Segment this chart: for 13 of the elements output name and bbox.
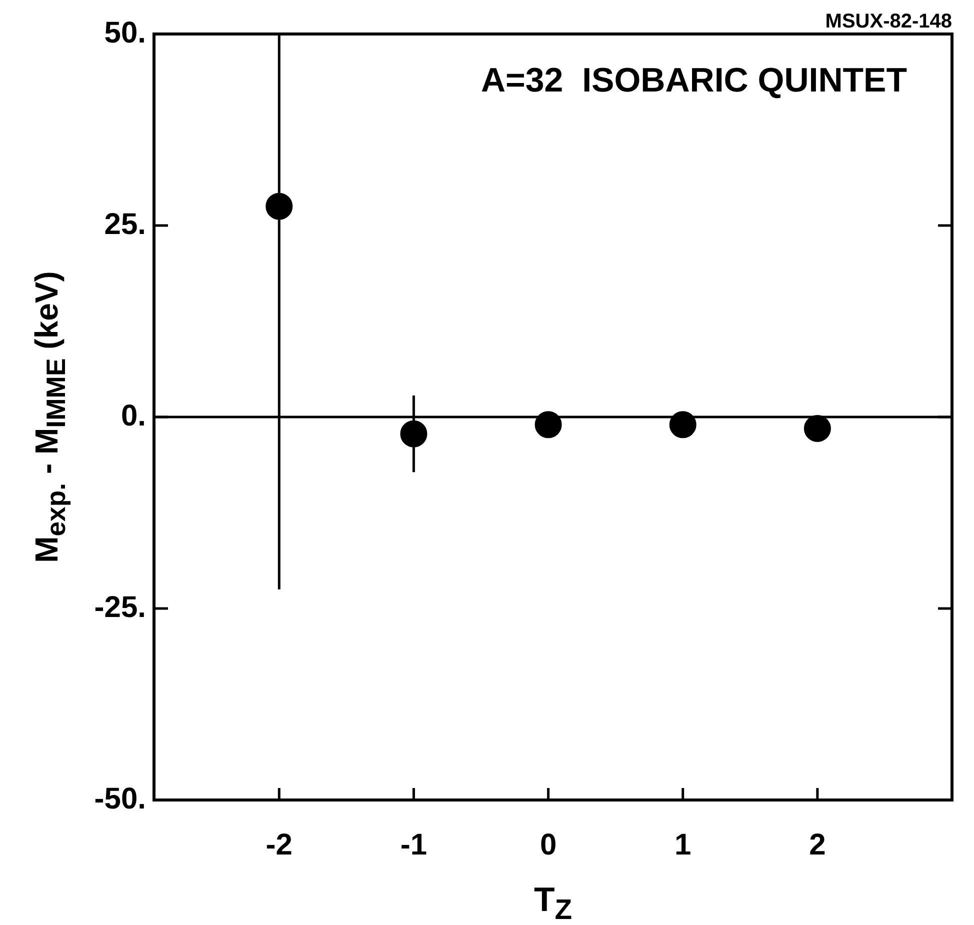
text: MSUX-82-148 bbox=[825, 10, 952, 33]
x-tick-label: 2 bbox=[809, 828, 826, 862]
x-tick-label: 0 bbox=[540, 828, 557, 862]
y-tick-label: 0. bbox=[120, 399, 146, 432]
x-tick-label: -1 bbox=[400, 828, 428, 862]
x-tick-label: 1 bbox=[674, 828, 692, 862]
y-tick-label: -25. bbox=[94, 590, 146, 624]
x-axis-title: T$_{Z}$ bbox=[534, 880, 572, 925]
y-tick-label: 50. bbox=[104, 16, 146, 50]
y-tick-label: 25. bbox=[104, 208, 146, 241]
y-tick-label: -50. bbox=[94, 782, 146, 816]
text: A=32 ISOBARIC QUINTET bbox=[480, 61, 908, 100]
x-tick-label: -2 bbox=[266, 828, 292, 862]
